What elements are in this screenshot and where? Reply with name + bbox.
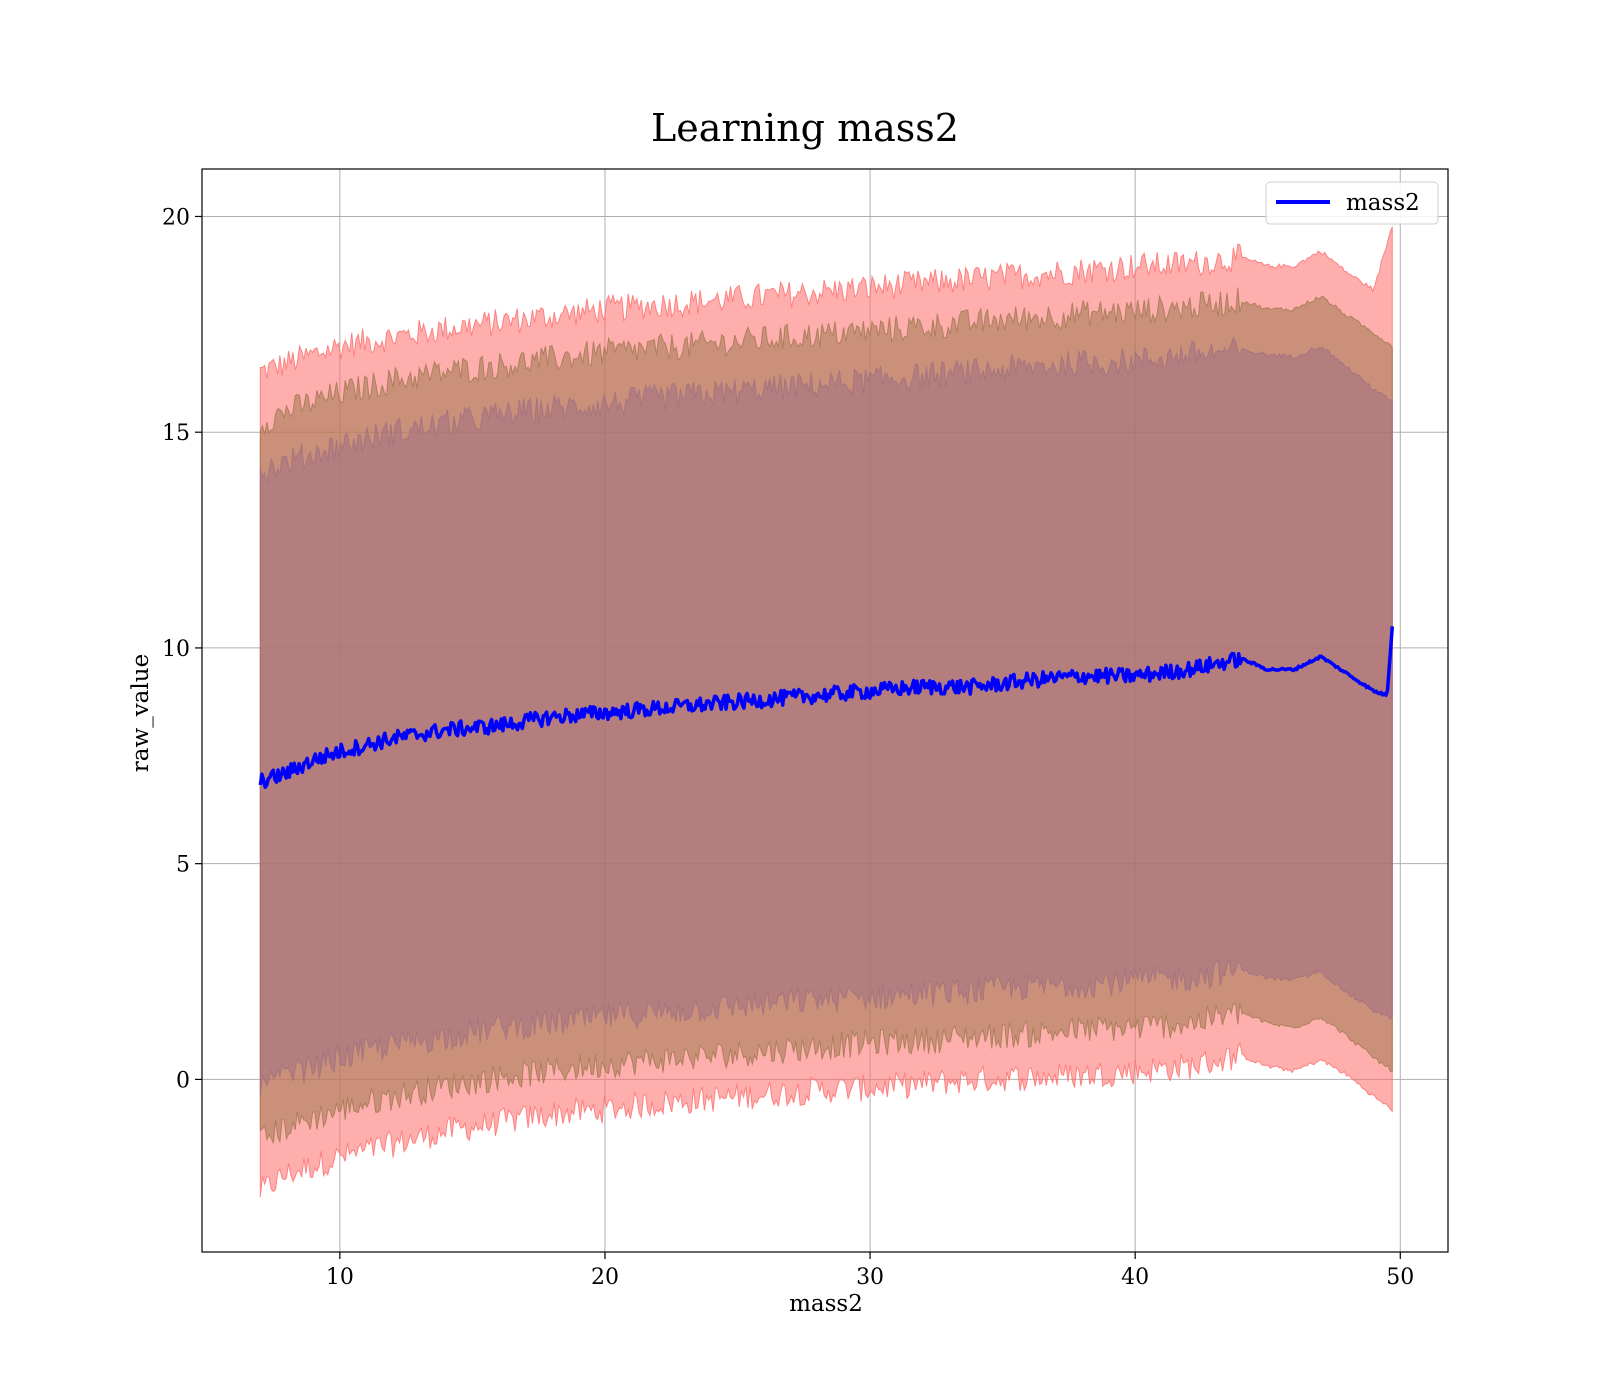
bands [259,226,1393,1198]
x-tick-label: 10 [326,1265,354,1290]
x-axis-label: mass2 [789,1291,863,1317]
x-tick-label: 40 [1121,1265,1149,1290]
y-axis-label: raw_value [128,654,154,772]
y-tick-label: 20 [162,205,190,230]
y-tick-label: 15 [162,421,190,446]
series-line-mass2 [258,626,1395,790]
x-tick-label: 20 [591,1265,619,1290]
y-tick-label: 10 [162,637,190,662]
legend: mass2 [1265,181,1439,225]
x-tick-label: 30 [856,1265,884,1290]
x-tick-label: 50 [1386,1265,1414,1290]
plot-frame [201,168,1449,1253]
legend-label-mass2: mass2 [1346,190,1420,216]
legend-box [1265,181,1439,225]
chart-title: Learning mass2 [651,106,959,150]
y-tick-label: 0 [176,1068,190,1093]
ticks: 10 20 30 40 50 0 5 10 15 20 [162,205,1414,1290]
series-lines [258,626,1395,790]
confidence-band-3 [259,336,1393,1097]
y-tick-label: 5 [176,853,190,878]
